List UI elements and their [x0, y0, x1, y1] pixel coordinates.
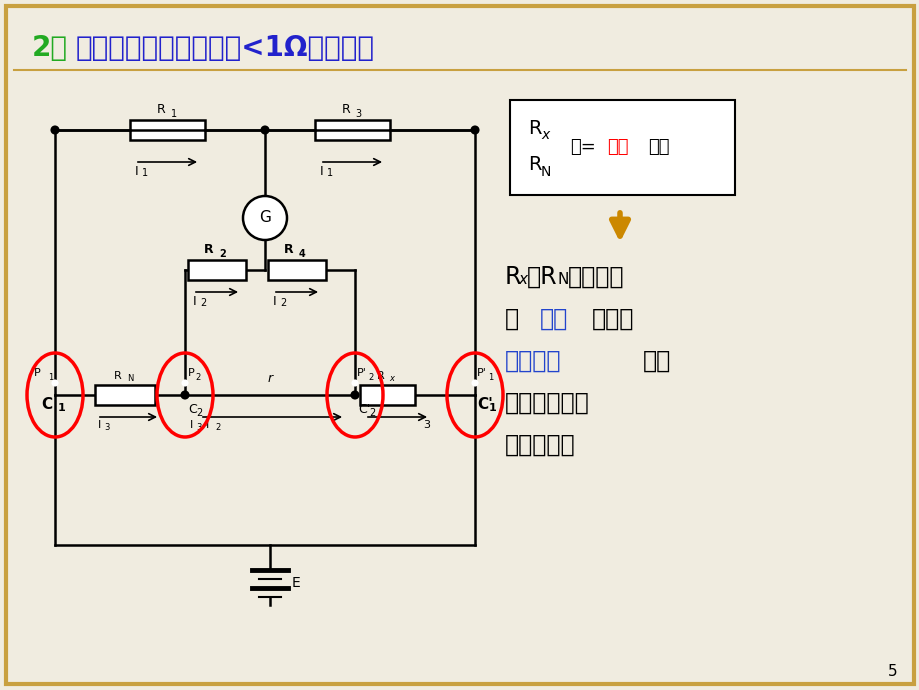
Circle shape: [261, 126, 268, 133]
Text: I: I: [98, 420, 101, 430]
Text: 2: 2: [369, 408, 375, 418]
Circle shape: [181, 391, 188, 399]
Circle shape: [51, 126, 59, 133]
Text: C: C: [187, 403, 197, 416]
Text: I: I: [320, 165, 323, 178]
Circle shape: [52, 380, 58, 386]
Text: 3: 3: [196, 423, 201, 432]
Text: 导线: 导线: [539, 307, 568, 331]
Text: I: I: [190, 420, 193, 430]
Text: R: R: [505, 265, 521, 289]
Circle shape: [182, 380, 187, 386]
Text: R: R: [528, 119, 541, 137]
Text: G: G: [259, 210, 270, 226]
Text: I: I: [193, 295, 197, 308]
Text: x: x: [517, 272, 527, 287]
Circle shape: [472, 380, 477, 386]
Text: x: x: [389, 374, 394, 383]
Text: 2: 2: [368, 373, 373, 382]
Text: 2: 2: [219, 249, 225, 259]
Bar: [267, 260, 325, 280]
Text: 1: 1: [326, 168, 333, 178]
Text: 2: 2: [195, 373, 200, 382]
Bar: [95, 385, 154, 405]
Circle shape: [243, 196, 287, 240]
Bar: [509, 100, 734, 195]
Text: N: N: [127, 374, 133, 383]
Text: P': P': [357, 368, 367, 378]
Text: 1: 1: [48, 373, 53, 382]
Text: 1: 1: [58, 403, 65, 413]
Bar: [130, 120, 205, 140]
Text: R: R: [204, 243, 214, 256]
Text: R: R: [284, 243, 294, 256]
Text: R: R: [341, 103, 350, 116]
Text: 1: 1: [487, 373, 493, 382]
Text: P: P: [34, 368, 41, 378]
Circle shape: [352, 380, 357, 386]
Text: 5: 5: [887, 664, 897, 680]
Text: 2: 2: [199, 298, 206, 308]
Text: 量结果的影响: 量结果的影响: [505, 391, 589, 415]
Text: 对测: 对测: [642, 349, 671, 373]
Text: 和几个: 和几个: [591, 307, 634, 331]
Text: 低值: 低值: [607, 138, 628, 156]
Text: C': C': [476, 397, 493, 412]
Text: 相连的四: 相连的四: [567, 265, 624, 289]
Bar: [359, 385, 414, 405]
Text: N: N: [558, 272, 569, 287]
Text: N: N: [540, 165, 550, 179]
Text: r: r: [267, 372, 272, 385]
Text: 1: 1: [142, 168, 148, 178]
Circle shape: [351, 391, 358, 399]
Text: E: E: [291, 576, 301, 590]
Text: 3: 3: [423, 420, 429, 430]
Text: R: R: [528, 155, 541, 175]
Text: 1: 1: [170, 109, 176, 119]
Text: 3: 3: [104, 423, 109, 432]
Text: 2: 2: [215, 423, 220, 432]
Text: 接点电阻: 接点电阻: [505, 349, 561, 373]
Circle shape: [471, 126, 478, 133]
Text: 4: 4: [299, 249, 305, 259]
Text: P': P': [476, 368, 486, 378]
Text: C': C': [357, 403, 369, 416]
Text: C: C: [40, 397, 52, 412]
Text: 根: 根: [505, 307, 526, 331]
Text: 均=: 均=: [570, 138, 596, 156]
Text: 2: 2: [279, 298, 286, 308]
Bar: [314, 120, 390, 140]
Text: I: I: [135, 165, 139, 178]
Text: x: x: [540, 128, 549, 142]
Text: -I: -I: [202, 420, 209, 430]
Text: 1: 1: [489, 403, 496, 413]
Text: R: R: [156, 103, 165, 116]
Text: 3: 3: [355, 109, 361, 119]
Text: 双臂电桥测低值电阻（<1Ω）的原理: 双臂电桥测低值电阻（<1Ω）的原理: [76, 34, 375, 62]
Text: 、R: 、R: [527, 265, 557, 289]
Text: 2．: 2．: [32, 34, 68, 62]
Text: P: P: [187, 368, 195, 378]
Text: 不能忽略。: 不能忽略。: [505, 433, 575, 457]
Text: 2: 2: [196, 408, 202, 418]
Text: 电阻: 电阻: [647, 138, 669, 156]
Text: R: R: [114, 371, 122, 381]
Bar: [187, 260, 245, 280]
Text: I: I: [273, 295, 277, 308]
Text: R: R: [377, 371, 384, 381]
